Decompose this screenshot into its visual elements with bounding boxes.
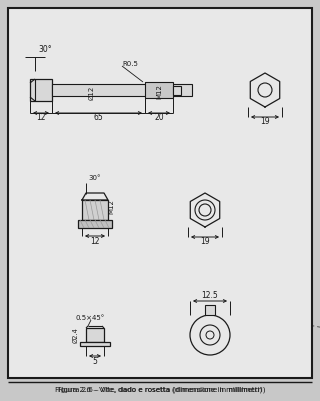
Bar	[145, 82, 173, 98]
Text: 19: 19	[260, 117, 270, 126]
Text: Figura 2.6 – Vite, dado e rosetta (dimensione in millimetri): Figura 2.6 – Vite, dado e rosetta (dimen…	[58, 387, 262, 393]
Bar	[78, 220, 112, 228]
Text: Figura 2.6 – Vite, dado e rosetta (dimensione in millimetri): Figura 2.6 – Vite, dado e rosetta (dimen…	[55, 387, 265, 393]
Bar	[30, 79, 52, 101]
Text: 19: 19	[200, 237, 210, 247]
Text: R0.5: R0.5	[122, 61, 138, 67]
Text: 30°: 30°	[38, 45, 52, 55]
Text: M12: M12	[108, 200, 114, 215]
Bar	[205, 305, 215, 315]
Text: Ø2.4: Ø2.4	[73, 327, 79, 343]
Bar	[52, 84, 192, 96]
Bar	[80, 342, 110, 346]
Bar	[86, 328, 104, 342]
Text: 5: 5	[92, 356, 97, 365]
Text: 0.5×45°: 0.5×45°	[75, 315, 104, 321]
Text: M12: M12	[156, 85, 162, 99]
Text: 20: 20	[154, 113, 164, 122]
Text: 12.5: 12.5	[202, 292, 218, 300]
Text: 30°: 30°	[88, 175, 100, 181]
Text: 12: 12	[90, 237, 100, 245]
Text: 12: 12	[36, 113, 46, 122]
Text: Ø12: Ø12	[89, 86, 95, 100]
Text: 65: 65	[93, 113, 103, 122]
Bar	[173, 85, 181, 95]
Bar	[82, 200, 108, 220]
